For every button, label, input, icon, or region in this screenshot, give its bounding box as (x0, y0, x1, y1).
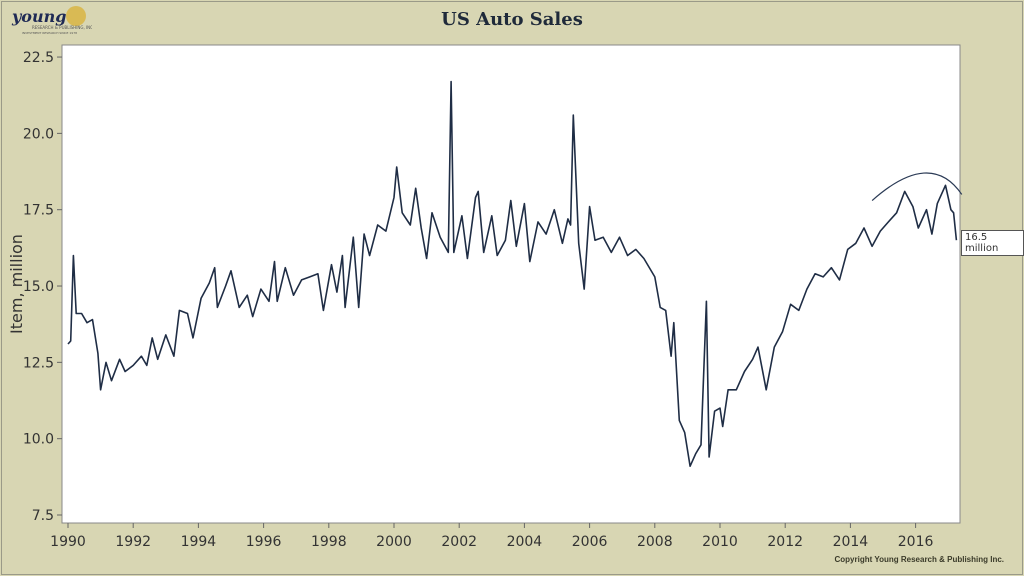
x-tick-label: 2008 (637, 534, 673, 550)
svg-text:INVESTMENT RESEARCH SINCE 1978: INVESTMENT RESEARCH SINCE 1978 (22, 31, 77, 35)
y-tick-label: 12.5 (23, 355, 54, 371)
svg-text:young: young (11, 7, 66, 26)
y-tick-label: 22.5 (23, 50, 54, 66)
y-tick-label: 10.0 (23, 432, 54, 448)
plot-area (61, 44, 961, 524)
young-research-logo: young RESEARCH & PUBLISHING, INC. INVEST… (11, 6, 92, 35)
y-tick-label: 15.0 (23, 279, 54, 295)
copyright: Copyright Young Research & Publishing In… (834, 555, 1005, 564)
x-tick-label: 2000 (376, 534, 412, 550)
x-tick-label: 2014 (833, 534, 869, 550)
y-tick-label: 7.5 (32, 508, 54, 524)
x-tick-label: 2010 (702, 534, 738, 550)
last-value-callout: 16.5 million (961, 230, 1024, 256)
chart-title: US Auto Sales (441, 9, 583, 30)
x-tick-label: 1992 (115, 534, 151, 550)
x-tick-label: 1994 (181, 534, 217, 550)
y-axis-label: Item, million (7, 234, 26, 334)
x-tick-label: 1990 (50, 534, 86, 550)
x-tick-label: 2006 (572, 534, 608, 550)
series-line (67, 80, 958, 467)
x-tick-label: 2002 (441, 534, 477, 550)
x-tick-label: 1996 (246, 534, 282, 550)
svg-text:RESEARCH & PUBLISHING, INC.: RESEARCH & PUBLISHING, INC. (32, 25, 92, 30)
x-tick-label: 1998 (311, 534, 347, 550)
x-tick-label: 2016 (898, 534, 934, 550)
x-tick-label: 2012 (767, 534, 803, 550)
trend-arc (871, 172, 963, 201)
y-tick-label: 20.0 (23, 126, 54, 142)
x-tick-label: 2004 (507, 534, 543, 550)
y-tick-label: 17.5 (23, 203, 54, 219)
